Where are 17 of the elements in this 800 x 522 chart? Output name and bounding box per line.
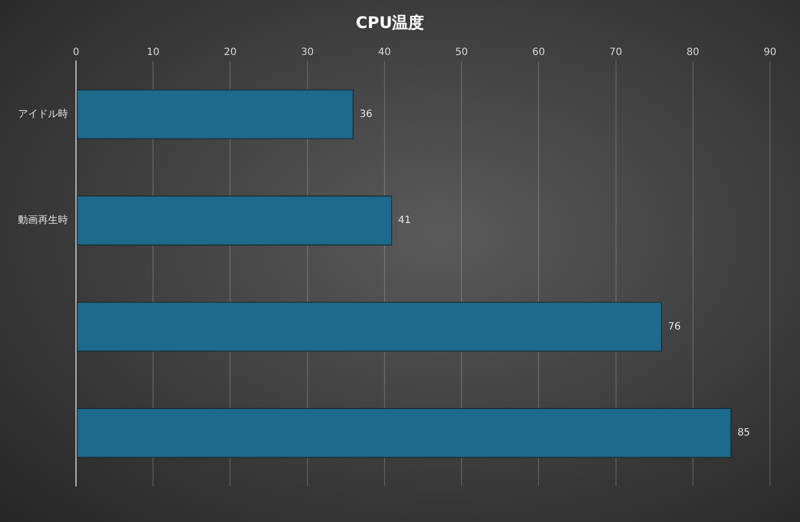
- x-tick-label: 70: [609, 46, 622, 58]
- data-label: 76: [668, 321, 681, 332]
- x-tick-label: 80: [686, 46, 700, 58]
- y-tick-label: 動画再生時: [18, 214, 68, 226]
- x-tick-label: 60: [532, 46, 546, 58]
- x-tick-label: 10: [146, 46, 160, 58]
- chart-title: CPU温度: [356, 12, 424, 32]
- x-tick-label: 90: [764, 46, 776, 58]
- data-label: 41: [398, 215, 411, 226]
- data-label: 36: [360, 108, 372, 120]
- x-tick-label: 30: [300, 46, 314, 58]
- y-tick-label: アイドル時: [18, 108, 68, 120]
- data-label: 85: [737, 427, 750, 438]
- x-tick-label: 0: [72, 46, 80, 58]
- x-tick-label: 50: [455, 46, 468, 58]
- x-tick-label: 20: [224, 46, 237, 58]
- x-tick-label: 40: [378, 46, 391, 58]
